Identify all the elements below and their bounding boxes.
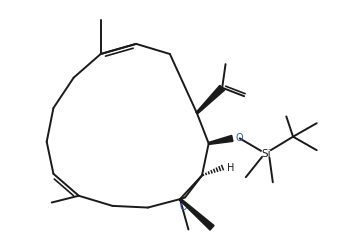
Polygon shape: [179, 198, 214, 230]
Text: O: O: [236, 133, 243, 143]
Polygon shape: [196, 85, 225, 114]
Text: H: H: [227, 163, 235, 173]
Text: O: O: [180, 202, 187, 212]
Polygon shape: [208, 135, 233, 144]
Text: Si: Si: [261, 148, 271, 159]
